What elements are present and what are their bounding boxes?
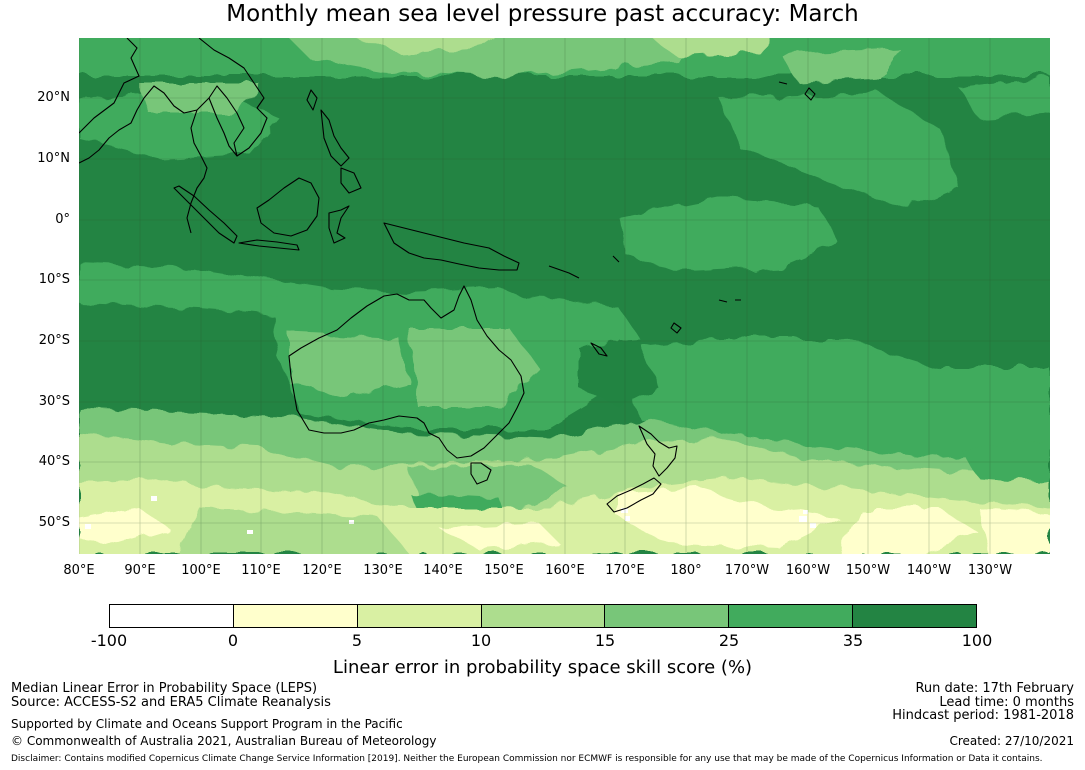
copyright-text: © Commonwealth of Australia 2021, Austra… [11,734,437,748]
lat-label: 40°S [38,454,70,469]
coastline-sulawesi [328,205,350,244]
run-date: Run date: 17th February [915,681,1074,696]
lon-label: 160°E [545,563,585,578]
colorbar-tick: 10 [470,631,492,650]
skill-region-0-5 [79,508,169,543]
skill-region-25-35 [619,198,839,273]
coastline-new-zealand-south [606,477,662,513]
method-text: Median Linear Error in Probability Space… [11,681,318,696]
coastline-taiwan [306,89,318,111]
lon-label: 170°W [724,563,770,578]
lon-label: 180° [670,563,702,578]
skill-region-25-35 [959,438,1050,483]
coastline-asia [79,38,268,164]
coastline-australia [288,285,525,459]
coastline-borneo [256,177,320,237]
skill-region-10-15 [179,508,409,554]
colorbar-tick: 100 [961,631,993,650]
lat-label: 10°N [37,151,70,166]
skill-region-0-5 [619,488,839,548]
lon-label: 120°E [302,563,342,578]
lon-label: 110°E [241,563,281,578]
coastline-pacific-islands [548,81,816,357]
colorbar-segment [480,605,605,627]
lon-label: 100°E [181,563,221,578]
lon-label: 90°E [124,563,156,578]
lat-label: 10°S [38,272,70,287]
colorbar-tick: 0 [227,631,239,650]
coastline-tasmania [470,462,492,485]
skill-region-0-5 [439,523,559,550]
coastline-philippines [320,109,362,194]
colorbar-tick: 25 [718,631,740,650]
colorbar-segment [110,605,233,627]
lon-label: 170°E [605,563,645,578]
coastline-indochina [186,97,238,234]
skill-region-15-25 [139,83,259,113]
lon-label: 140°E [423,563,463,578]
source-text: Source: ACCESS-S2 and ERA5 Climate Reana… [11,695,331,710]
support-text: Supported by Climate and Oceans Support … [11,717,403,731]
skill-region-15-25 [289,333,409,398]
lon-label: 160°W [785,563,831,578]
skill-region-35-100 [579,338,659,408]
lat-label: 0° [55,212,70,227]
negative-skill-speckles [85,496,816,534]
skill-region-0-5 [979,508,1050,554]
colorbar-tick: -100 [90,631,128,650]
colorbar-segment [728,605,853,627]
lon-label: 150°W [845,563,891,578]
coastline-new-zealand-north [638,425,678,477]
colorbar [109,604,977,628]
lat-label: 30°S [38,394,70,409]
skill-score-map [79,38,1050,554]
coastline-new-guinea [383,222,520,271]
colorbar-tick: 5 [351,631,363,650]
skill-region-25-35 [959,78,1050,118]
colorbar-segment [852,605,977,627]
skill-region-10-15 [357,38,494,53]
colorbar-tick: 15 [594,631,616,650]
lat-label: 50°S [38,515,70,530]
lon-label: 150°E [484,563,524,578]
coastline-sumatra [173,185,238,244]
lead-time: Lead time: 0 months [939,695,1074,710]
skill-region-10-15 [652,38,771,58]
coastline-java [238,239,300,251]
skill-region-15-25 [779,48,899,83]
skill-region-0-5 [839,508,979,554]
colorbar-segment [356,605,481,627]
colorbar-label: Linear error in probability space skill … [332,657,753,678]
created-date: Created: 27/10/2021 [949,734,1074,748]
map-title: Monthly mean sea level pressure past acc… [226,1,859,27]
lon-label: 130°W [967,563,1013,578]
lat-label: 20°S [38,333,70,348]
colorbar-segment [232,605,357,627]
disclaimer: Disclaimer: Contains modified Copernicus… [11,754,1043,764]
hindcast-period: Hindcast period: 1981-2018 [892,708,1074,723]
skill-region-25-35 [619,338,1050,478]
lon-label: 140°W [906,563,952,578]
skill-region-15-25 [409,328,539,408]
colorbar-segment [604,605,729,627]
lon-label: 130°E [363,563,403,578]
lon-label: 80°E [63,563,95,578]
skill-region-25-35 [719,93,959,208]
lat-label: 20°N [37,90,70,105]
colorbar-tick: 35 [842,631,864,650]
